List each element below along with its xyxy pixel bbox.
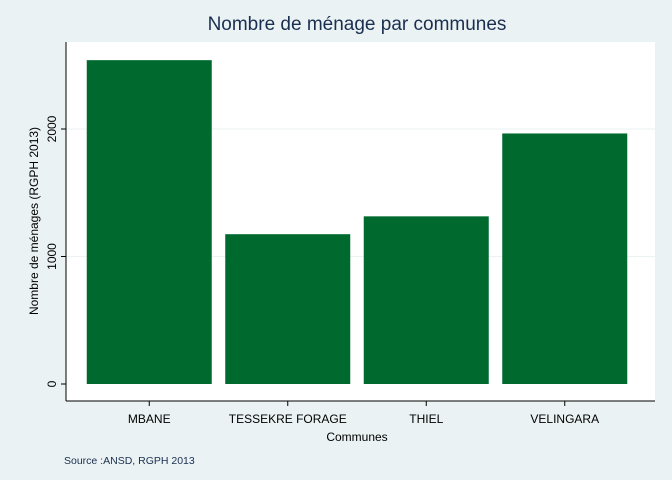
- bar-mbane: [86, 60, 212, 385]
- chart-title: Nombre de ménage par communes: [208, 14, 507, 35]
- bar-velingara: [502, 133, 628, 384]
- bar-thiel: [363, 216, 489, 384]
- y-tick-label: 0: [45, 380, 59, 387]
- x-axis-label: Communes: [326, 430, 387, 444]
- x-tick-label: VELINGARA: [530, 412, 599, 426]
- x-tick-label: THIEL: [409, 412, 443, 426]
- x-ticks: MBANE TESSEKRE FORAGE THIEL VELINGARA: [128, 401, 599, 426]
- bars: [86, 60, 628, 385]
- y-ticks: 0 1000 2000: [45, 115, 66, 387]
- y-axis-label: Nombre de ménages (RGPH 2013): [27, 127, 41, 315]
- x-tick-label: MBANE: [128, 412, 171, 426]
- source-note: Source :ANSD, RGPH 2013: [64, 455, 195, 467]
- y-tick-label: 2000: [45, 115, 59, 142]
- y-tick-label: 1000: [45, 243, 59, 270]
- x-tick-label: TESSEKRE FORAGE: [229, 412, 347, 426]
- bar-tessekre-forage: [225, 234, 351, 384]
